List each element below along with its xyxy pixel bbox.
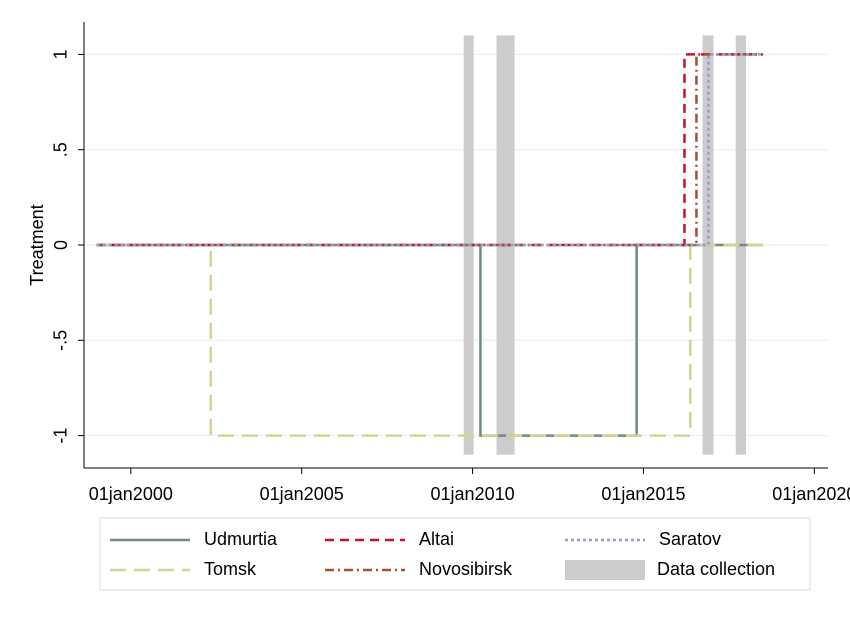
legend-label: Saratov bbox=[659, 529, 721, 549]
series-line bbox=[96, 53, 764, 247]
x-tick-label: 01jan2005 bbox=[260, 484, 344, 504]
y-tick-label: -1 bbox=[51, 428, 71, 444]
y-tick-label: .5 bbox=[51, 142, 71, 157]
legend-swatch bbox=[565, 560, 645, 580]
y-tick-label: 1 bbox=[51, 49, 71, 59]
x-tick-label: 01jan2000 bbox=[89, 484, 173, 504]
legend bbox=[99, 517, 811, 591]
legend-label: Data collection bbox=[657, 559, 775, 579]
x-tick-label: 01jan2010 bbox=[431, 484, 515, 504]
y-tick-label: -.5 bbox=[51, 330, 71, 351]
legend-label: Tomsk bbox=[204, 559, 257, 579]
legend-label: Udmurtia bbox=[204, 529, 278, 549]
series-line bbox=[96, 243, 764, 437]
y-tick-label: 0 bbox=[51, 240, 71, 250]
legend-label: Novosibirsk bbox=[419, 559, 513, 579]
legend-label: Altai bbox=[419, 529, 454, 549]
x-tick-label: 01jan2020 bbox=[772, 484, 850, 504]
x-tick-label: 01jan2015 bbox=[601, 484, 685, 504]
y-axis-label: Treatment bbox=[27, 204, 47, 285]
